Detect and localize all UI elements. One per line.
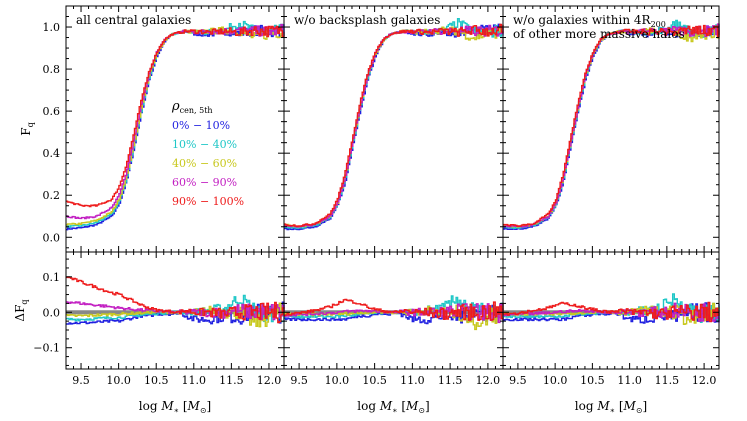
legend-entry: 10% − 40% [172,138,237,151]
series-line-top [503,25,720,228]
x-tick-label: 11.0 [617,374,642,387]
y-tick-label: −0.1 [33,342,60,355]
y-axis-label-top: Fq [19,122,35,135]
series-line-top [284,23,504,231]
x-tick-label: 10.5 [362,374,387,387]
x-tick-label: 12.0 [476,374,501,387]
x-tick-label: 10.0 [543,374,568,387]
x-tick-label: 11.0 [182,374,207,387]
series-line-delta [503,301,720,323]
series-line-delta [284,303,504,324]
y-tick-label: 0.4 [43,147,61,160]
x-tick-label: 11.5 [655,374,680,387]
panel-title: w/o galaxies within 4R200 [513,13,666,29]
x-axis-label: log M∗ [M⊙] [139,399,211,415]
legend-entry: 0% − 10% [172,119,230,132]
panel-title: w/o backsplash galaxies [294,13,440,27]
plot-layer [66,18,720,331]
top-panel-frame [283,5,504,253]
y-tick-label: 0.2 [43,189,61,202]
y-tick-label: 1.0 [43,21,61,34]
series-line-delta [284,298,504,321]
y-tick-label: 0.0 [43,231,61,244]
label-layer: 9.5 10.0 10.5 11.0 11.5 12.0 all central galax… [13,5,720,415]
legend-entry: 60% − 90% [172,176,237,189]
x-tick-label: 10.0 [106,374,131,387]
panel-title: all central galaxies [76,13,191,27]
y-tick-label: 0.8 [43,63,61,76]
x-tick-label: 10.5 [144,374,169,387]
x-tick-label: 9.5 [72,374,90,387]
series-line-top [503,25,720,230]
series-line-top [66,25,285,208]
panel-title: of other more massive halos [513,27,685,41]
x-axis-label: log M∗ [M⊙] [357,399,429,415]
x-tick-label: 9.5 [509,374,527,387]
series-line-top [284,24,504,228]
legend-title: ρcen, 5th [171,99,213,115]
x-tick-label: 10.5 [580,374,605,387]
y-tick-label: 0.6 [43,105,61,118]
series-line-top [503,24,720,227]
series-line-top [284,18,504,230]
series-line-delta [66,276,285,324]
series-line-delta [503,302,720,323]
series-line-top [284,23,504,227]
x-tick-label: 11.5 [438,374,463,387]
x-tick-label: 9.5 [290,374,308,387]
top-panel-frame [502,5,720,253]
x-tick-label: 11.5 [219,374,244,387]
x-tick-label: 12.0 [692,374,717,387]
y-tick-label: 0.0 [43,306,61,319]
series-line-top [284,26,504,228]
x-axis-label: log M∗ [M⊙] [575,399,647,415]
legend-entry: 40% − 60% [172,157,237,170]
y-tick-label: 0.1 [43,271,61,284]
series-line-top [503,19,720,229]
series-line-top [503,23,720,228]
legend-entry: 90% − 100% [172,195,244,208]
y-axis-label-bottom: ΔFq [13,299,29,321]
x-tick-label: 10.0 [325,374,350,387]
x-tick-label: 12.0 [257,374,282,387]
bottom-panel-frame [502,251,720,370]
x-tick-label: 11.0 [400,374,425,387]
